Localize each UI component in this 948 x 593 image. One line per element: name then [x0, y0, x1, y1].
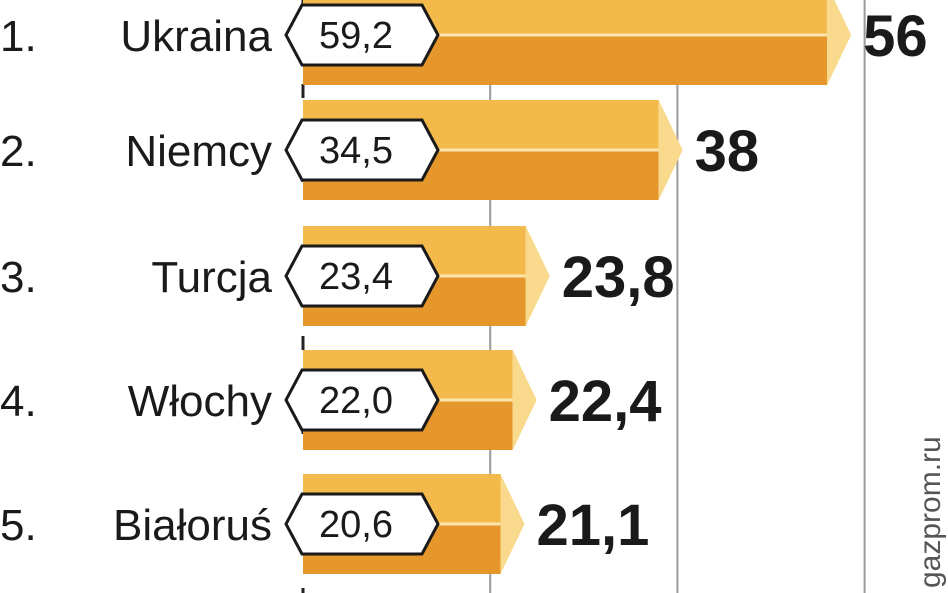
previous-value-label: 34,5 — [319, 130, 393, 172]
label-layer: 56 1. Ukraina 59,2 38 2. Niemcy 34,5 23,8 3. Turcj… — [0, 3, 928, 558]
previous-value-badge — [284, 3, 440, 67]
bar-5-tip — [500, 474, 525, 574]
current-value-label: 56 — [863, 4, 928, 69]
bar-2-tip — [658, 100, 683, 200]
bar-layer — [303, 0, 852, 574]
rank-label: 3. — [0, 253, 37, 302]
previous-value-badge — [284, 244, 440, 308]
previous-value-badge — [284, 492, 440, 556]
previous-value-badge — [284, 118, 440, 182]
previous-value-label: 23,4 — [319, 256, 393, 298]
country-label: Włochy — [128, 377, 272, 426]
country-label: Ukraina — [120, 12, 272, 61]
source-label: gazprom.ru — [914, 436, 947, 588]
bar-4-tip — [512, 350, 537, 450]
country-label: Niemcy — [125, 127, 272, 176]
bar-3-tip — [525, 226, 550, 326]
previous-value-label: 59,2 — [319, 15, 393, 57]
current-value-label: 22,4 — [549, 369, 662, 434]
rank-label: 4. — [0, 377, 37, 426]
bar-1-tip — [827, 0, 852, 85]
previous-value-label: 22,0 — [319, 380, 393, 422]
rank-label: 5. — [0, 501, 37, 550]
current-value-label: 23,8 — [562, 245, 675, 310]
rank-label: 1. — [0, 12, 37, 61]
current-value-label: 21,1 — [536, 493, 649, 558]
country-label: Białoruś — [113, 501, 272, 550]
rank-label: 2. — [0, 127, 37, 176]
previous-value-badge — [284, 368, 440, 432]
country-label: Turcja — [151, 253, 272, 302]
current-value-label: 38 — [695, 119, 760, 184]
previous-value-label: 20,6 — [319, 504, 393, 546]
